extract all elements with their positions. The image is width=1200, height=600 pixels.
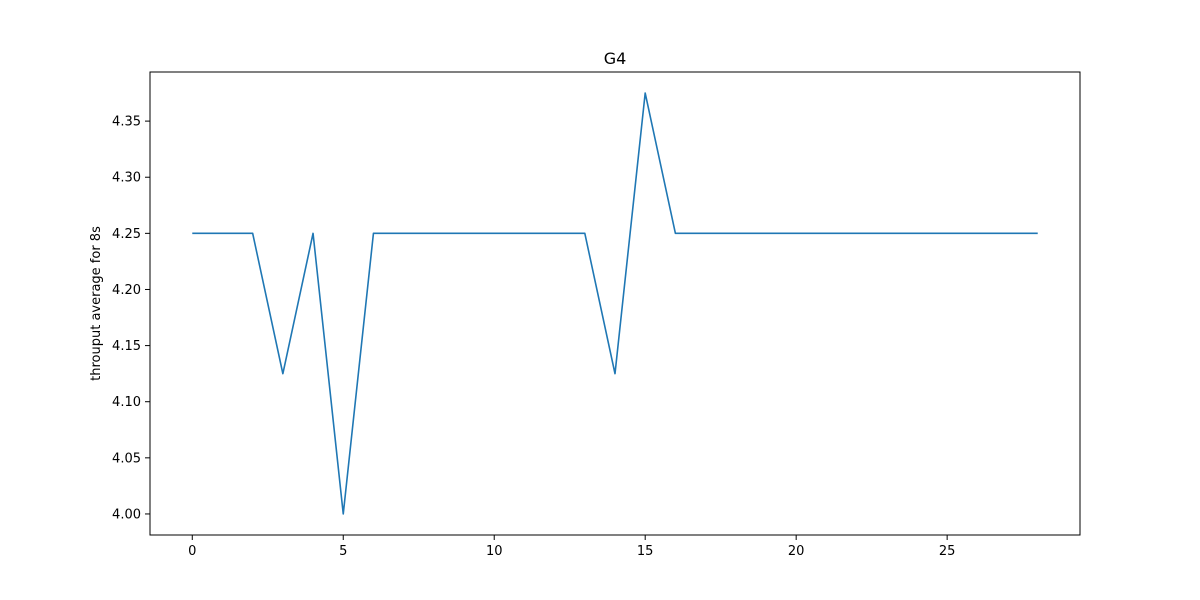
y-tick-label: 4.00 xyxy=(112,507,141,522)
x-tick-label: 20 xyxy=(788,544,805,559)
y-tick-label: 4.30 xyxy=(112,171,141,186)
plot-area xyxy=(149,71,1081,536)
y-axis-ticks: 4.00 4.05 4.10 4.15 4.20 4.25 4.30 4.35 xyxy=(112,115,150,522)
x-tick-label: 25 xyxy=(939,544,956,559)
chart-title: G4 xyxy=(604,49,627,68)
y-axis-label: throuput average for 8s xyxy=(89,226,104,381)
y-tick-label: 4.20 xyxy=(112,283,141,298)
y-tick-label: 4.05 xyxy=(112,451,141,466)
axes-frame xyxy=(149,71,1081,536)
series-line-0 xyxy=(192,92,1038,515)
x-axis-ticks: 0 5 10 15 20 25 xyxy=(188,535,955,559)
x-tick-label: 10 xyxy=(486,544,503,559)
x-tick-label: 0 xyxy=(188,544,196,559)
x-tick-label: 5 xyxy=(339,544,347,559)
y-tick-label: 4.25 xyxy=(112,227,141,242)
y-tick-label: 4.15 xyxy=(112,339,141,354)
x-tick-label: 15 xyxy=(637,544,654,559)
y-tick-label: 4.10 xyxy=(112,395,141,410)
y-tick-label: 4.35 xyxy=(112,115,141,130)
